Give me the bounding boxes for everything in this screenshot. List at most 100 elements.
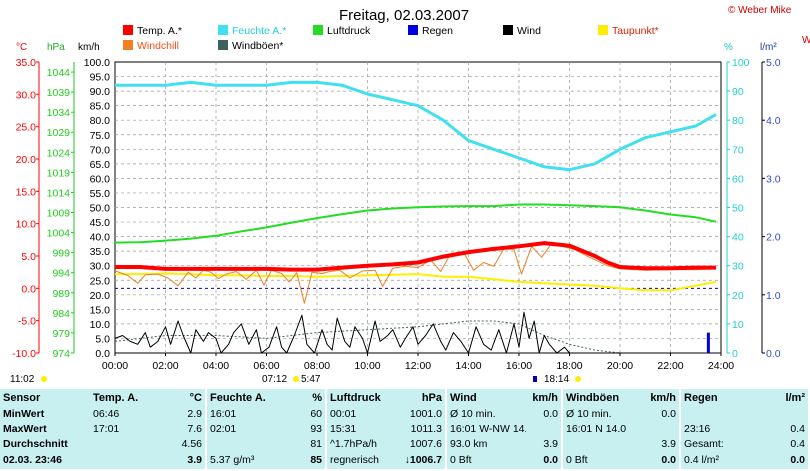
humidity-tick-label: 10 xyxy=(732,319,744,331)
cell xyxy=(562,437,642,452)
cell xyxy=(680,407,752,422)
temp-tick-label: 25.0 xyxy=(16,122,37,134)
pressure-tick-label: 1009 xyxy=(47,208,71,220)
legend-label: Wind xyxy=(517,25,541,37)
hdr-temp-unit: °C xyxy=(152,389,207,407)
series-taupunkt-line xyxy=(115,272,717,292)
cell: 0.0 xyxy=(526,407,563,422)
series-wind-line xyxy=(114,311,721,354)
cell: 16:01 N 14.0 xyxy=(562,422,642,437)
legend-label: Windböen* xyxy=(232,40,283,52)
legend-swatch xyxy=(598,25,608,35)
cell xyxy=(642,422,681,437)
cell: ^1.7hPa/h xyxy=(326,437,398,452)
hdr-wind-unit: km/h xyxy=(526,389,563,407)
hdr-gusts-unit: km/h xyxy=(642,389,681,407)
legend-label: Luftdruck xyxy=(327,25,371,37)
weather-chart: Freitag, 02.03.2007 © Weber Mike W Temp.… xyxy=(10,5,810,385)
legend-swatch xyxy=(313,25,323,35)
humidity-tick-label: 80 xyxy=(732,115,744,127)
pressure-tick-label: 974 xyxy=(52,348,70,360)
row-label: MinWert xyxy=(0,407,90,422)
legend-swatch xyxy=(123,25,133,35)
cell: 2.9 xyxy=(152,407,207,422)
cell: 0.0 xyxy=(642,452,681,469)
cell: 0.0 xyxy=(642,407,681,422)
wind-tick-label: 5.0 xyxy=(95,333,110,345)
cell: 85 xyxy=(280,452,327,469)
chart-axes: 35.0 30.0 25.0 20.0 15.0 10.0 5.0 0.0 -5.0 -10.0 1… xyxy=(12,57,781,360)
cell: Ø 10 min. xyxy=(562,407,642,422)
series-windben-line xyxy=(114,320,721,354)
temp-tick-label: 5.0 xyxy=(21,251,36,263)
hdr-gusts: Windböen xyxy=(562,389,642,407)
pressure-tick-label: 984 xyxy=(52,308,70,320)
x-tick-label: 12:00 xyxy=(405,360,431,372)
legend-swatch xyxy=(503,25,513,35)
legend-label: Feuchte A.* xyxy=(232,25,286,37)
cell xyxy=(526,422,563,437)
sun-icon xyxy=(575,376,581,382)
sun-icon xyxy=(293,376,299,382)
rain-tick-label: 5.0 xyxy=(766,57,781,69)
temp-tick-label: 30.0 xyxy=(16,89,37,101)
cell: 00:01 xyxy=(326,407,398,422)
unit-temp: °C xyxy=(16,42,27,53)
moon-icon xyxy=(533,376,537,382)
temp-tick-label: 15.0 xyxy=(16,186,37,198)
temp-tick-label: 10.0 xyxy=(16,219,37,231)
row-label: MaxWert xyxy=(0,422,90,437)
humidity-tick-label: 30 xyxy=(732,261,744,273)
legend-swatch xyxy=(218,40,228,50)
wind-tick-label: 100.0 xyxy=(84,57,110,69)
humidity-tick-label: 40 xyxy=(732,232,744,244)
cell: 0 Bft xyxy=(562,452,642,469)
cutoff-mark: W xyxy=(802,35,810,46)
cell: 0 Bft xyxy=(446,452,526,469)
wind-tick-label: 70.0 xyxy=(90,144,111,156)
x-tick-label: 24:00 xyxy=(708,360,734,372)
cell: 3.9 xyxy=(642,437,681,452)
x-tick-label: 02:00 xyxy=(152,360,178,372)
cell: regnerisch xyxy=(326,452,398,469)
cell: 16:01 W-NW 14.0 xyxy=(446,422,526,437)
sunset-mid-label: 5:47 xyxy=(301,374,321,385)
humidity-tick-label: 70 xyxy=(732,144,744,156)
hdr-rain-unit: l/m² xyxy=(752,389,808,407)
cell: Gesamt: xyxy=(680,437,752,452)
wind-tick-label: 30.0 xyxy=(90,261,111,273)
chart-series xyxy=(114,80,721,354)
unit-wind: km/h xyxy=(78,42,100,53)
wind-tick-label: 85.0 xyxy=(90,101,111,113)
cell: 0.4 xyxy=(752,437,808,452)
stats-table: Sensor Temp. A. °C Feuchte A. % Luftdruc… xyxy=(0,389,810,471)
wind-tick-label: 65.0 xyxy=(90,159,111,171)
rain-bar xyxy=(706,332,710,353)
x-tick-label: 10:00 xyxy=(354,360,380,372)
x-tick-label: 20:00 xyxy=(607,360,633,372)
wind-tick-label: 90.0 xyxy=(90,86,111,98)
cell xyxy=(752,407,808,422)
temp-tick-label: 35.0 xyxy=(16,57,37,69)
cell: ↓1006.7 xyxy=(398,452,447,469)
wind-tick-label: 45.0 xyxy=(90,217,111,229)
cell: 17:01 xyxy=(90,422,152,437)
wind-tick-label: 55.0 xyxy=(90,188,111,200)
sunrise-label: 07:12 xyxy=(262,374,287,385)
legend-label: Windchill xyxy=(137,40,179,52)
x-tick-label: 16:00 xyxy=(506,360,532,372)
stats-row-min: MinWert 06:46 2.9 16:01 60 00:01 1001.0 … xyxy=(0,407,808,422)
cell: 0.0 xyxy=(752,452,808,469)
cell: 06:46 xyxy=(90,407,152,422)
legend-label: Temp. A.* xyxy=(137,25,182,37)
pressure-tick-label: 1029 xyxy=(47,127,71,139)
x-axis-ticks: 00:00 02:00 04:00 06:00 08:00 10:00 12:00 14:00… xyxy=(102,353,734,372)
wind-tick-label: 0.0 xyxy=(95,348,110,360)
rain-tick-label: 1.0 xyxy=(766,290,781,302)
copyright-label: © Weber Mike xyxy=(728,5,792,16)
chart-title: Freitag, 02.03.2007 xyxy=(339,7,469,24)
humidity-tick-label: 0 xyxy=(732,348,738,360)
temp-tick-label: 20.0 xyxy=(16,154,37,166)
temp-tick-label: 0.0 xyxy=(21,283,36,295)
legend-swatch xyxy=(408,25,418,35)
